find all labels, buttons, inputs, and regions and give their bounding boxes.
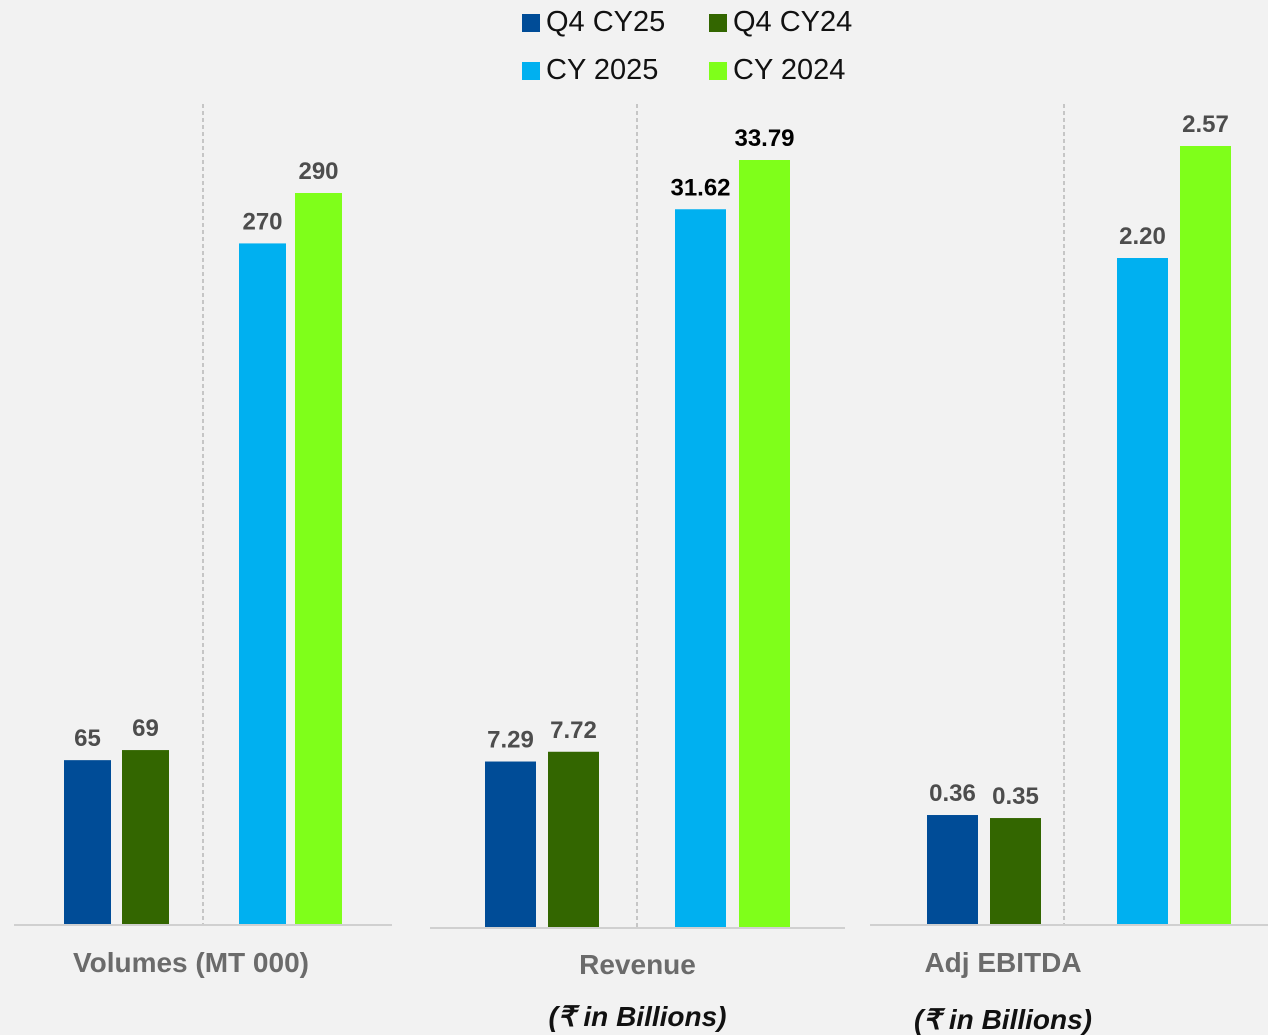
revenue-value-label-cy-2024: 33.79 [734,125,794,152]
adj-ebitda-category-label: Adj EBITDA [924,947,1081,978]
revenue-value-label-q4-cy25: 7.29 [487,727,534,754]
revenue-bar-cy-2024 [739,160,790,927]
chart-legend: Q4 CY25 Q4 CY24 CY 2025 CY 2024 [0,0,1268,100]
legend-swatch-q4-cy24 [709,13,727,32]
legend-item-cy-2025: CY 2025 [522,54,658,87]
legend-item-q4-cy24: Q4 CY24 [709,6,852,39]
volumes-value-label-q4-cy25: 65 [74,725,101,752]
revenue-category-label: Revenue [579,949,696,980]
revenue-value-label-cy-2025: 31.62 [670,174,730,201]
revenue-bar-q4-cy25 [485,761,536,927]
adj-ebitda-value-label-cy-2025: 2.20 [1119,223,1166,250]
legend-swatch-cy-2025 [522,61,540,80]
volumes-bar-cy-2024 [295,193,342,924]
adj-ebitda-unit-label: (₹ in Billions) [914,1004,1092,1035]
adj-ebitda-bar-q4-cy25 [927,815,978,924]
adj-ebitda-bar-q4-cy24 [990,818,1041,924]
volumes-bar-cy-2025 [239,243,286,924]
legend-label-q4-cy25: Q4 CY25 [546,6,666,38]
legend-item-cy-2024: CY 2024 [709,54,845,87]
revenue-value-label-q4-cy24: 7.72 [550,717,597,744]
legend-label-q4-cy24: Q4 CY24 [733,6,853,38]
volumes-bar-q4-cy25 [64,760,111,924]
revenue-unit-label: (₹ in Billions) [548,1001,726,1032]
adj-ebitda-bar-cy-2025 [1117,258,1168,924]
revenue-bar-cy-2025 [675,209,726,927]
adj-ebitda-value-label-q4-cy25: 0.36 [929,780,976,807]
volumes-category-label: Volumes (MT 000) [73,947,309,978]
legend-label-cy-2025: CY 2025 [546,54,659,86]
legend-item-q4-cy25: Q4 CY25 [522,6,665,39]
volumes-value-label-q4-cy24: 69 [132,715,159,742]
volumes-value-label-cy-2025: 270 [242,208,282,235]
legend-swatch-q4-cy25 [522,13,540,32]
adj-ebitda-value-label-q4-cy24: 0.35 [992,783,1039,810]
volumes-bar-q4-cy24 [122,750,169,924]
revenue-bar-q4-cy24 [548,751,599,927]
legend-label-cy-2024: CY 2024 [733,54,846,86]
volumes-value-label-cy-2024: 290 [298,158,338,185]
legend-swatch-cy-2024 [709,61,727,80]
adj-ebitda-value-label-cy-2024: 2.57 [1182,111,1229,138]
adj-ebitda-bar-cy-2024 [1180,146,1231,924]
